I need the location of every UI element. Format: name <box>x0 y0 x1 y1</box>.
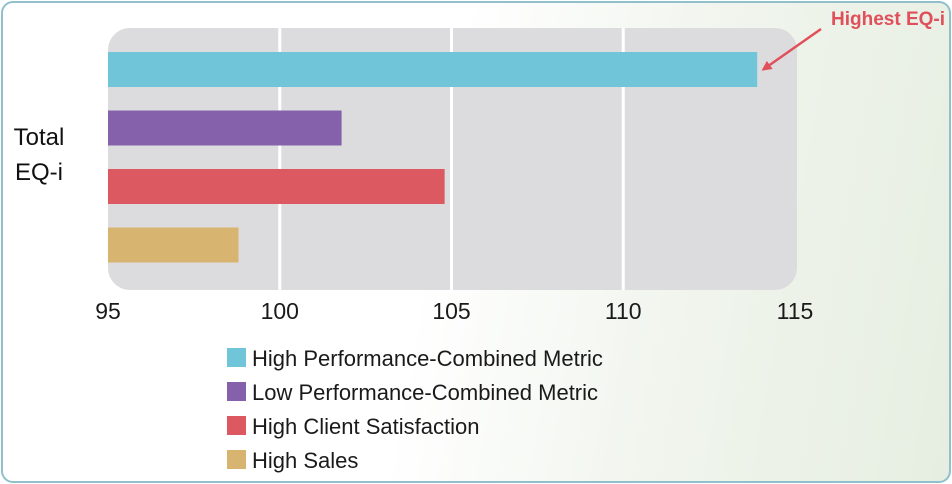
bar-chart: 95 100 105 110 115 Total EQ-i Highest EQ-i H… <box>14 9 945 473</box>
x-tick-label: 100 <box>261 298 299 324</box>
legend-label: High Performance-Combined Metric <box>252 346 603 371</box>
bar-4 <box>108 227 239 263</box>
bar-3 <box>108 169 445 204</box>
x-tick-label: 115 <box>777 298 814 324</box>
x-tick-label: 105 <box>432 298 470 324</box>
legend-swatch <box>227 348 246 367</box>
bar-1 <box>108 52 758 87</box>
legend-label: High Sales <box>252 448 358 473</box>
x-tick-label: 95 <box>95 298 121 324</box>
legend-swatch <box>227 382 246 401</box>
category-label-line-1: Total <box>14 124 65 151</box>
x-tick-label: 110 <box>605 298 642 324</box>
legend: High Performance-Combined Metric Low Perf… <box>227 346 603 473</box>
legend-swatch <box>227 450 246 469</box>
bar-2 <box>108 110 342 146</box>
legend-swatch <box>227 416 246 435</box>
legend-label: Low Performance-Combined Metric <box>252 380 598 405</box>
legend-label: High Client Satisfaction <box>252 414 479 439</box>
annotation-arrow <box>761 27 822 71</box>
annotation-label: Highest EQ-i <box>831 9 945 30</box>
category-label-line-2: EQ-i <box>15 159 63 186</box>
